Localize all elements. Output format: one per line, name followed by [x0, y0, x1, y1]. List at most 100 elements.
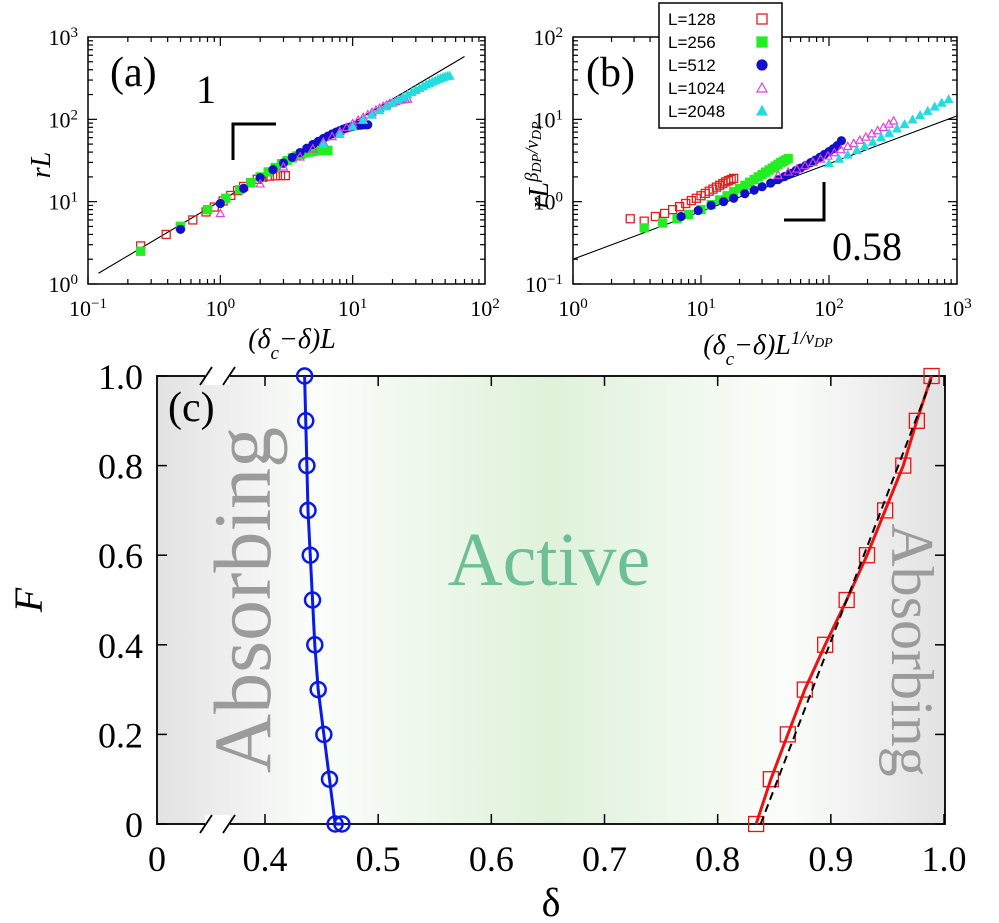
panel-a-point — [294, 151, 306, 161]
panel-a-point — [334, 128, 345, 138]
panel-a-point — [318, 138, 329, 148]
panel-c-point — [299, 501, 317, 520]
panel-b-point — [766, 178, 776, 188]
panel-a-point — [239, 183, 249, 193]
legend-marker — [756, 59, 768, 71]
panel-c-x-tick-label: 1.0 — [922, 839, 967, 879]
panel-c-point — [923, 367, 940, 385]
panel-c-axis-break-mark — [199, 814, 213, 834]
panel-a-x-tick-label: 10−1 — [69, 296, 107, 321]
panel-b-point — [867, 136, 878, 146]
panel-a-point — [246, 178, 256, 188]
svg-text:rLβDP/νDP: rLβDP/νDP — [522, 121, 556, 208]
panel-b-point — [681, 198, 691, 209]
panel-b-point — [718, 197, 729, 207]
panel-b-point — [659, 208, 670, 219]
panel-b-point — [842, 149, 853, 159]
panel-b-point — [884, 127, 895, 137]
panel-b-point — [686, 195, 696, 206]
panel-b-x-tick-label: 103 — [942, 296, 972, 321]
panel-a-x-tick-label: 100 — [206, 296, 236, 321]
panel-b-point — [836, 136, 847, 146]
panel-a-y-tick-label: 103 — [49, 25, 79, 50]
panel-b-x-tick-label: 101 — [686, 296, 716, 321]
panel-b-point — [740, 189, 750, 199]
panel-b-point — [683, 209, 694, 220]
panel-b-point — [922, 105, 933, 115]
panel-c-y-tick-label: 0.8 — [98, 447, 143, 487]
panel-a-y-tick-label: 100 — [49, 272, 79, 297]
panel-b-y-tick-label: 101 — [534, 107, 564, 132]
panel-a-point — [275, 171, 286, 181]
panel-b-point — [835, 144, 846, 154]
panel-b-point — [657, 218, 668, 228]
panel-b-x-axis-label: (δc−δ)L1/νDP — [703, 328, 833, 370]
panel-b-point — [834, 153, 845, 163]
panel-a-point — [278, 161, 289, 171]
panel-c-point — [296, 412, 315, 430]
panel-b-slope-triangle — [784, 182, 826, 222]
panel-c-point — [877, 502, 894, 519]
panel-c-plot-area: 0 0.4 0.5 0.6 0.7 0.8 0.9 1.0 0 0.2 0.4 0.6 0.8 1.0 — [98, 357, 967, 879]
panel-a-point — [307, 143, 318, 153]
panel-c-y-tick-label: 1.0 — [98, 357, 143, 397]
panel-b-point — [800, 160, 811, 170]
panel-b-point — [829, 147, 840, 157]
panel-a-axes-frame — [87, 36, 486, 285]
panel-c-point — [309, 680, 327, 699]
panel-a-series-L=128 — [136, 171, 291, 251]
panel-a-point — [323, 145, 333, 156]
panel-c-x-tick-label: 0.6 — [469, 839, 514, 879]
panel-b-point — [706, 200, 716, 211]
panel-b-point — [936, 97, 947, 107]
panel-a-point — [347, 121, 358, 131]
panel-c-series-right-boundary — [747, 367, 940, 833]
panel-b-point — [723, 175, 734, 186]
panel-b-point — [639, 223, 649, 233]
panel-c-y-tick-label: 0.2 — [98, 715, 143, 755]
panel-c-axes-frame — [156, 375, 946, 825]
panel-b-point — [676, 211, 686, 222]
panel-b-point — [693, 205, 703, 216]
panel-b-y-axis-label: rLβDP/νDP — [522, 121, 556, 208]
panel-c-axis-break-mark — [199, 366, 213, 386]
panel-a-point — [280, 171, 291, 181]
panel-a-point — [358, 114, 369, 124]
panel-a-point — [215, 198, 225, 209]
panel-c-y-tick-label: 0 — [125, 805, 143, 845]
region-label-absorbing-right: Absorbing — [879, 523, 945, 776]
panel-b-point — [757, 182, 767, 192]
panel-c-point — [817, 636, 834, 653]
panel-a-y-tick-label: 101 — [49, 190, 79, 215]
panel-b-point — [729, 193, 739, 203]
panel-a-ticks — [87, 37, 485, 285]
panel-b-point — [674, 201, 685, 212]
panel-c-axis-break-gap — [205, 815, 230, 833]
panel-c-y-tick-label: 0.6 — [98, 536, 143, 576]
panel-b-point — [773, 169, 784, 179]
panel-b-point — [915, 110, 926, 120]
panel-b-data — [573, 94, 957, 260]
panel-a-point — [202, 204, 213, 215]
panel-b-point — [726, 174, 736, 185]
panel-a-data — [98, 56, 465, 274]
panel-b-point — [807, 157, 819, 167]
panel-c-axis-break-gap — [205, 367, 230, 385]
panel-b-point — [791, 163, 802, 173]
panel-b-point — [667, 204, 678, 215]
panel-b-y-tick-label: 100 — [534, 190, 564, 215]
panel-a-x-tick-label: 102 — [470, 296, 500, 321]
panel-c-point — [858, 547, 876, 564]
panel-c-point — [320, 770, 339, 788]
panel-b-point — [859, 141, 870, 151]
panel-a-point — [366, 109, 378, 119]
panel-a-series-L=2048 — [318, 70, 455, 148]
panel-c-x-tick-label: 0.5 — [356, 839, 401, 879]
panel-a-y-tick-label: 102 — [49, 107, 79, 132]
panel-b-point — [888, 115, 899, 125]
region-label-active: Active — [448, 518, 651, 602]
panel-a-point — [255, 178, 266, 188]
panel-c-x-axis-label: δ — [542, 880, 561, 923]
